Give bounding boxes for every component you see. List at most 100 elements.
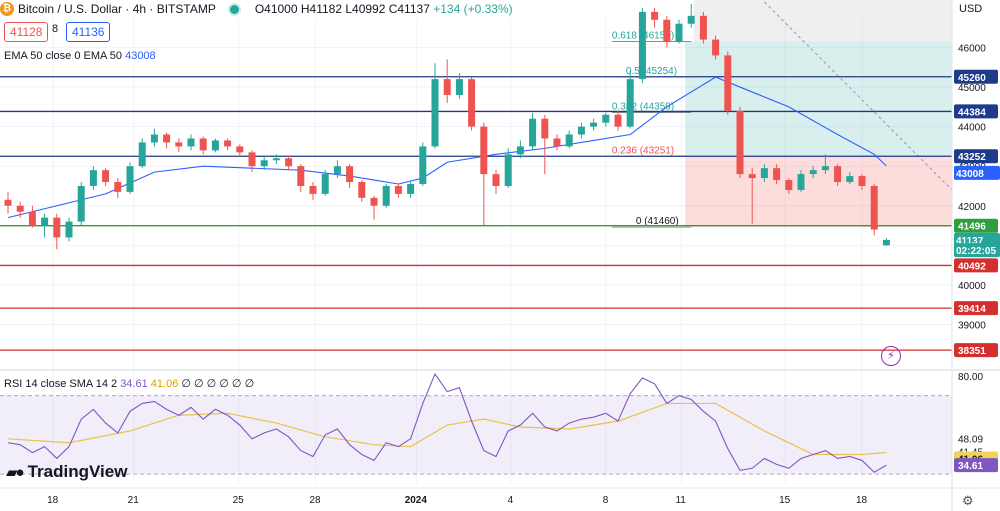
candle-body — [809, 170, 817, 175]
candle-body — [614, 114, 622, 127]
candle-body — [285, 158, 293, 167]
price-tick-label: 42000 — [958, 202, 986, 213]
candle-body — [224, 140, 232, 147]
candle-body — [687, 15, 695, 24]
ema-indicator-label[interactable]: EMA 50 close 0 EMA 50 43008 — [4, 50, 156, 62]
price-tick-label: 46000 — [958, 43, 986, 54]
rsi-line — [7, 372, 887, 473]
buy-button[interactable]: 41136 — [66, 22, 111, 42]
flash-icon[interactable]: ⚡ — [881, 346, 901, 366]
candle-body — [602, 114, 610, 123]
candle-body — [407, 184, 415, 194]
level-price-badge-label: 44384 — [958, 107, 986, 118]
candle-body — [748, 174, 756, 179]
candle-body — [114, 182, 122, 192]
candle-body — [321, 174, 329, 194]
candle-body — [102, 170, 110, 183]
rsi-value-badge-label: 34.61 — [958, 461, 983, 472]
sell-button[interactable]: 41128 — [4, 22, 49, 42]
bitcoin-icon: ₿ — [0, 2, 14, 16]
settings-gear-icon[interactable]: ⚙ — [962, 493, 974, 508]
candle-body — [882, 239, 890, 246]
rsi-value-badge — [954, 458, 998, 473]
price-badge — [954, 243, 1000, 258]
time-tick-label: 15 — [779, 495, 791, 506]
rsi-tick-label: 48.09 — [958, 435, 983, 446]
candle-body — [65, 221, 73, 238]
candle-body — [529, 118, 537, 147]
candle-body — [211, 140, 219, 151]
candle-body — [333, 166, 341, 175]
level-price-badge-label: 41496 — [958, 222, 986, 233]
level-price-badge-label: 38351 — [958, 346, 986, 357]
level-price-badge-label: 39414 — [958, 304, 986, 315]
price-tick-label: 45000 — [958, 83, 986, 94]
level-price-badge — [954, 69, 998, 84]
candle-body — [724, 55, 732, 111]
candle-body — [797, 174, 805, 190]
level-price-badge — [954, 218, 998, 233]
candle-body — [516, 146, 524, 155]
candle-body — [785, 180, 793, 190]
candle-body — [712, 39, 720, 56]
candle-body — [163, 134, 171, 143]
tradingview-logo-icon: ▰● — [6, 464, 25, 481]
rsi-tick-label: 80.00 — [958, 372, 983, 383]
time-tick-label: 28 — [309, 495, 321, 506]
candle-body — [773, 168, 781, 181]
candle-body — [638, 11, 646, 80]
candle-body — [309, 185, 317, 194]
price-badge-label: 02:22:05 — [956, 246, 996, 257]
rsi-sma-line — [7, 402, 887, 456]
time-tick-label: 18 — [856, 495, 868, 506]
level-price-badge-label: 43252 — [958, 152, 986, 163]
candle-body — [77, 185, 85, 222]
candle-body — [126, 166, 134, 192]
price-tick-label: 44000 — [958, 123, 986, 134]
price-badge-label: 41137 — [956, 236, 984, 247]
level-price-badge — [954, 149, 998, 164]
candle-body — [553, 138, 561, 147]
candle-body — [870, 185, 878, 230]
symbol-title[interactable]: Bitcoin / U.S. Dollar · 4h · BITSTAMP — [18, 2, 216, 16]
candle-body — [858, 176, 866, 186]
tradingview-logo: ▰● TradingView — [6, 462, 127, 482]
logo-text: TradingView — [27, 462, 128, 481]
currency-label[interactable]: USD — [959, 3, 983, 15]
rsi-indicator-label[interactable]: RSI 14 close SMA 14 2 34.61 41.06 ∅ ∅ ∅ … — [4, 378, 255, 390]
candle-body — [504, 154, 512, 186]
time-tick-label: 21 — [128, 495, 140, 506]
candle-body — [663, 19, 671, 42]
candle-body — [675, 23, 683, 42]
candle-body — [150, 134, 158, 143]
candle-body — [187, 138, 195, 147]
fib-level-label: 0 (41460) — [636, 216, 679, 227]
candle-body — [248, 152, 256, 167]
fib-level-label: 0.5 (45254) — [626, 66, 677, 77]
candle-body — [455, 79, 463, 95]
candle-body — [297, 166, 305, 186]
candle-body — [443, 79, 451, 95]
time-tick-label: 2024 — [405, 495, 428, 506]
level-price-badge — [954, 301, 998, 316]
ema-50-line — [7, 76, 887, 219]
candle-body — [651, 11, 659, 20]
candle-body — [394, 185, 402, 194]
market-status-icon[interactable] — [227, 2, 241, 16]
candle-body — [89, 170, 97, 186]
candle-body — [199, 138, 207, 151]
candle-body — [358, 182, 366, 198]
level-price-badge-label: 40492 — [958, 261, 986, 272]
level-price-badge-label: 45260 — [958, 73, 986, 84]
candle-body — [4, 199, 12, 206]
candle-body — [565, 134, 573, 147]
candle-body — [16, 205, 24, 212]
candle-body — [468, 79, 476, 127]
candle-body — [370, 197, 378, 206]
candle-body — [736, 110, 744, 175]
price-tick-label: 39000 — [958, 320, 986, 331]
candle-body — [846, 176, 854, 183]
rsi-band — [0, 395, 952, 475]
time-tick-label: 4 — [508, 495, 514, 506]
